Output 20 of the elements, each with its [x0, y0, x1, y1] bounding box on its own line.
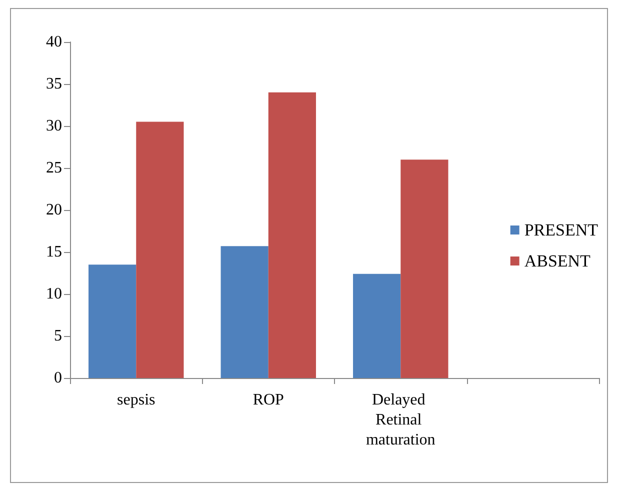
bar	[400, 160, 448, 378]
bar	[220, 246, 268, 378]
y-tick-label: 10	[46, 286, 62, 302]
y-tick-label: 40	[46, 34, 62, 50]
bar	[268, 92, 316, 378]
legend-label: PRESENT	[524, 220, 599, 240]
y-tick-label: 35	[46, 76, 62, 92]
x-tick-label: ROP	[252, 392, 284, 408]
x-tick-label: sepsis	[117, 392, 156, 408]
x-tick-label: Delayed Retinal maturation	[366, 392, 436, 448]
y-tick-label: 20	[46, 202, 62, 218]
bar	[136, 122, 184, 378]
y-tick-label: 5	[54, 328, 62, 344]
legend-label: ABSENT	[524, 252, 592, 270]
y-tick-label: 30	[46, 118, 62, 134]
y-tick-label: 15	[46, 244, 62, 260]
bar	[88, 264, 136, 378]
bar	[353, 274, 401, 378]
y-tick-label: 0	[54, 370, 62, 386]
y-tick-label: 25	[46, 160, 62, 176]
